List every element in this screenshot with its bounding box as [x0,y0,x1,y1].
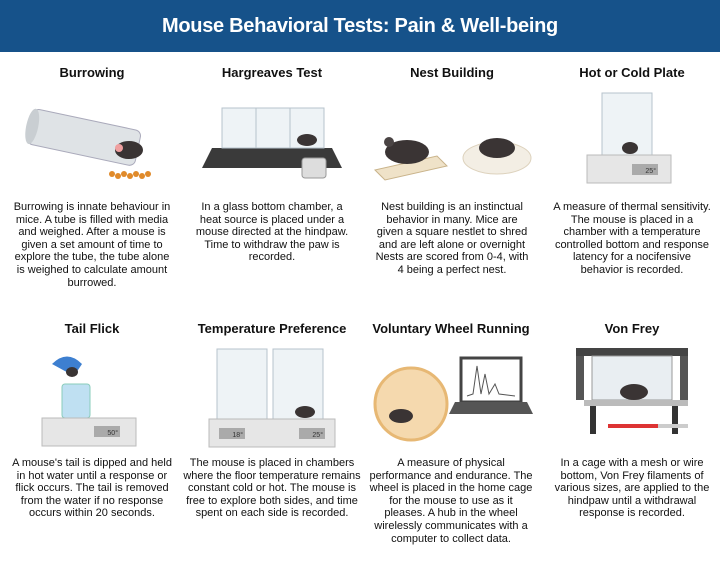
card-title: Nest Building [410,65,494,80]
mouse-icon [620,384,648,400]
header-banner: Mouse Behavioral Tests: Pain & Well-bein… [0,0,720,52]
mouse-icon [66,367,78,377]
mouse-icon [389,409,413,423]
temperature-readout: 25° [645,167,656,175]
cold-readout: 18° [232,431,243,439]
hargreaves-illustration [182,88,362,193]
mouse-icon [295,406,315,418]
mouse-icon [622,142,638,154]
card-tail-flick: Tail Flick 50° A mouse's tail is dipped … [2,320,182,520]
tail-flick-illustration: 50° [2,344,182,449]
card-title: Burrowing [59,65,125,80]
card-nest-building: Nest Building Nest building is an instin… [362,64,542,277]
hot-plate-illustration: 25° [542,88,720,193]
card-hot-cold-plate: Hot or Cold Plate 25° A measure of therm… [542,64,720,277]
card-description: Nest building is an instinctual behavior… [375,201,529,276]
card-description: In a glass bottom chamber, a heat source… [195,201,349,264]
card-title: Hot or Cold Plate [579,65,685,80]
page-title: Mouse Behavioral Tests: Pain & Well-bein… [162,14,558,37]
card-description: A measure of thermal sensitivity. The mo… [553,201,711,276]
card-temperature-preference: Temperature Preference 18° 25° The mouse… [172,320,372,520]
card-title: Tail Flick [64,321,120,336]
card-description: The mouse is placed in chambers where th… [183,457,361,520]
nest-illustration [362,88,542,193]
temperature-readout: 50° [107,429,118,437]
card-hargreaves: Hargreaves Test In a glass bottom chambe… [182,64,362,264]
card-description: In a cage with a mesh or wire bottom, Vo… [554,457,710,520]
burrowing-illustration [2,88,182,193]
card-wheel-running: Voluntary Wheel Running A measure of phy… [358,320,544,545]
hot-readout: 25° [312,431,323,439]
card-title: Voluntary Wheel Running [372,321,530,336]
card-title: Von Frey [604,321,660,336]
card-description: A mouse's tail is dipped and held in hot… [12,457,172,520]
von-frey-filament-icon [608,424,658,428]
mouse-icon [297,134,317,146]
card-von-frey: Von Frey In a cage with a mesh or wire b… [542,320,720,520]
wheel-running-illustration [358,344,544,449]
card-title: Temperature Preference [197,321,347,336]
card-description: Burrowing is innate behaviour in mice. A… [13,201,171,289]
running-wheel-icon [373,366,449,442]
temperature-preference-illustration: 18° 25° [172,344,372,449]
von-frey-illustration [542,344,720,449]
card-burrowing: Burrowing Burrowing is innate behaviour … [2,64,182,289]
mouse-icon [479,138,515,158]
mouse-icon [385,140,429,164]
card-title: Hargreaves Test [221,65,323,80]
card-description: A measure of physical performance and en… [369,457,533,545]
